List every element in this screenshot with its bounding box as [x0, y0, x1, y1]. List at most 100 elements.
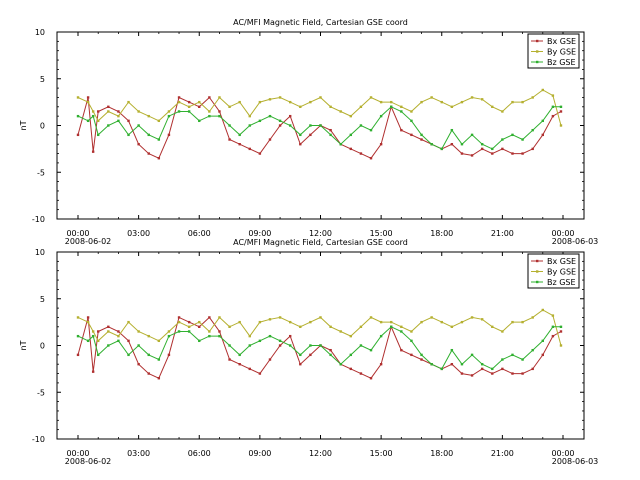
series-line-bx-gse [77, 316, 562, 379]
data-point [491, 325, 494, 328]
y-tick-label: -5 [37, 388, 45, 397]
data-point [470, 316, 474, 319]
x-date-end: 2008-06-03 [552, 457, 599, 466]
data-point [450, 325, 454, 328]
data-point [480, 147, 484, 151]
data-point [288, 124, 292, 127]
data-point [511, 152, 514, 155]
data-point [248, 367, 251, 371]
data-point [440, 320, 443, 324]
legend-label: Bx GSE [547, 257, 576, 266]
x-tick-label: 18:00 [430, 229, 453, 238]
data-point [258, 339, 262, 343]
data-point [198, 100, 201, 104]
data-point [541, 119, 544, 123]
data-point [86, 119, 90, 123]
data-point [127, 320, 130, 324]
data-point [410, 133, 413, 137]
data-point [400, 348, 403, 352]
data-point [278, 119, 282, 123]
data-point [91, 110, 95, 113]
data-point [228, 124, 231, 127]
data-point [379, 320, 383, 324]
data-point [198, 105, 201, 108]
data-point [76, 316, 80, 319]
data-point [288, 100, 292, 104]
data-point [460, 143, 464, 146]
data-point [359, 124, 363, 127]
data-point [390, 100, 393, 104]
data-point [187, 320, 191, 324]
x-tick-label: 06:00 [188, 449, 211, 458]
data-point [127, 119, 130, 123]
data-point [117, 110, 120, 113]
x-tick-label: 15:00 [370, 229, 393, 238]
data-point [86, 339, 90, 343]
x-tick-label: 21:00 [491, 449, 514, 458]
data-point [349, 147, 353, 151]
data-point [268, 98, 272, 101]
data-point [450, 363, 454, 366]
data-point [97, 119, 100, 123]
data-point [521, 100, 524, 104]
data-point [157, 339, 161, 343]
legend-label: Bz GSE [547, 278, 576, 287]
data-point [137, 344, 140, 347]
data-point [551, 94, 555, 97]
data-point [177, 320, 181, 324]
y-axis-label: nT [19, 120, 28, 130]
data-point [501, 147, 504, 151]
data-point [198, 320, 201, 324]
data-point [258, 152, 262, 155]
data-point [521, 320, 524, 324]
data-point [177, 96, 181, 99]
data-point [379, 334, 383, 338]
data-point [117, 334, 120, 338]
legend-label: Bz GSE [547, 58, 576, 67]
data-point [278, 339, 282, 343]
data-point [187, 325, 191, 328]
data-point [177, 316, 181, 319]
data-point [97, 110, 100, 113]
data-point [218, 110, 221, 113]
y-tick-label: -10 [32, 435, 45, 444]
data-point [137, 330, 140, 333]
data-point [470, 353, 474, 357]
data-point [137, 124, 140, 127]
data-point [349, 114, 353, 118]
data-point [329, 128, 332, 132]
y-tick-label: 5 [40, 295, 45, 304]
data-point [460, 372, 464, 375]
data-point [400, 330, 403, 333]
data-point [299, 325, 302, 328]
data-point [531, 348, 534, 352]
chart-title: AC/MFI Magnetic Field, Cartesian GSE coo… [233, 238, 408, 247]
data-point [76, 133, 80, 137]
data-point [177, 100, 181, 104]
data-point [278, 124, 282, 127]
data-point [319, 124, 322, 127]
data-point [420, 100, 423, 104]
data-point [480, 143, 484, 146]
data-point [238, 100, 241, 104]
data-point [187, 110, 191, 113]
data-point [491, 105, 494, 108]
data-point [319, 316, 322, 319]
x-tick-label: 09:00 [248, 229, 271, 238]
data-point [187, 100, 191, 104]
data-point [480, 367, 484, 371]
data-point [511, 320, 514, 324]
data-point [309, 344, 312, 347]
data-point [420, 133, 423, 137]
data-point [117, 114, 120, 118]
legend-label: By GSE [547, 48, 576, 57]
data-point [359, 344, 363, 347]
data-point [329, 133, 332, 137]
data-point [238, 133, 241, 137]
x-tick-label: 00:00 [551, 229, 574, 238]
data-point [430, 143, 433, 146]
data-point [339, 330, 342, 333]
data-point [157, 119, 161, 123]
data-point [107, 110, 110, 113]
